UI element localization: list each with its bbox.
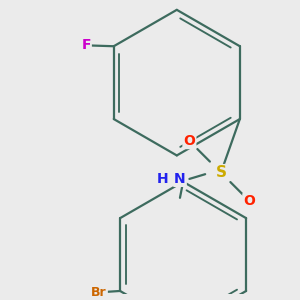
Text: F: F <box>81 38 91 52</box>
Text: O: O <box>184 134 195 148</box>
Text: H: H <box>157 172 168 186</box>
Text: Br: Br <box>91 286 107 299</box>
Text: N: N <box>174 172 186 186</box>
Text: O: O <box>243 194 255 208</box>
Text: S: S <box>215 165 226 180</box>
